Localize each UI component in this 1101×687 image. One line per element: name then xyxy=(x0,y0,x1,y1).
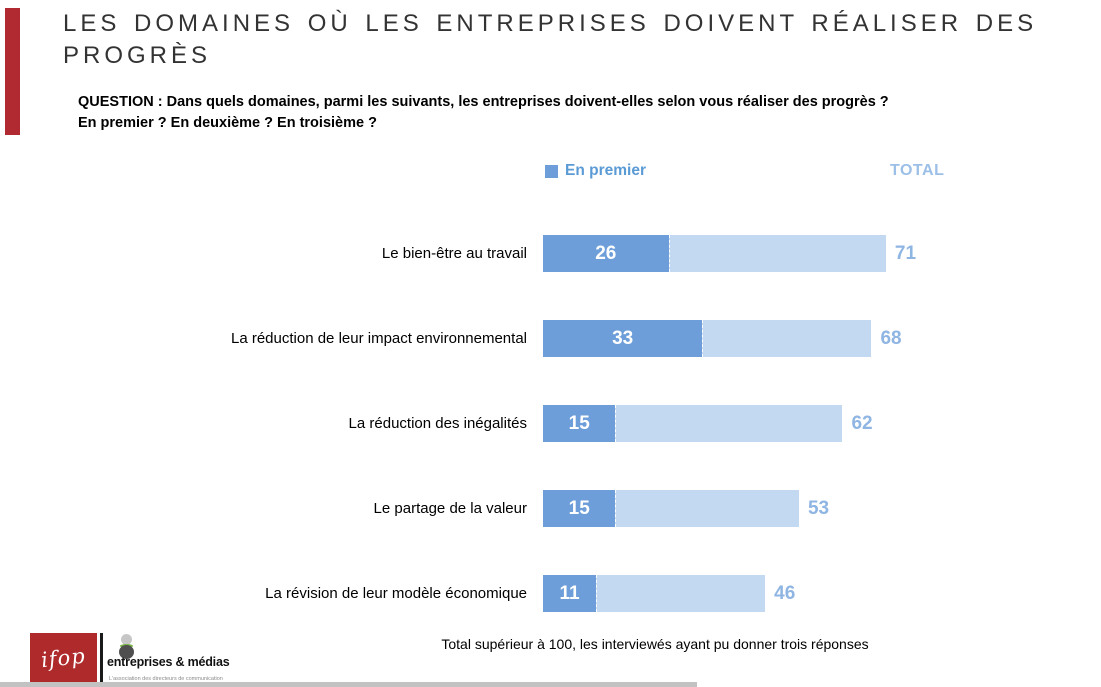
total-value-label: 71 xyxy=(894,243,917,264)
category-label: Le partage de la valeur xyxy=(373,500,527,517)
chart-row: La réduction des inégalités 15 62 xyxy=(0,405,1101,442)
chart-row: La révision de leur modèle économique 11 4… xyxy=(0,575,1101,612)
legend-item-en-premier: En premier xyxy=(545,162,646,180)
footnote: Total supérieur à 100, les interviewés a… xyxy=(441,636,869,652)
en-premier-value-label: 15 xyxy=(568,412,590,434)
legend-total-label: TOTAL xyxy=(890,162,945,179)
bar-segment-en-premier: 11 xyxy=(543,575,597,612)
chart-row: Le partage de la valeur 15 53 xyxy=(0,490,1101,527)
chart-legend: En premier TOTAL xyxy=(0,162,1101,182)
chart-row: Le bien-être au travail 26 71 xyxy=(0,235,1101,272)
en-premier-value-label: 33 xyxy=(612,327,634,349)
en-premier-value-label: 11 xyxy=(559,582,580,604)
page-title: LES DOMAINES OÙ LES ENTREPRISES DOIVENT … xyxy=(63,10,1038,70)
bar-segment-en-premier: 33 xyxy=(543,320,703,357)
category-label: La réduction de leur impact environnemen… xyxy=(230,330,527,347)
total-value-label: 68 xyxy=(880,328,902,349)
bar-segment-total-remainder xyxy=(702,320,872,357)
total-value-label: 62 xyxy=(851,413,873,434)
entreprises-medias-logo-text: entreprises & médias xyxy=(107,655,230,669)
ifop-logo-text: ifop xyxy=(40,643,87,673)
bar-segment-en-premier: 15 xyxy=(543,490,616,527)
entreprises-medias-tagline: L'association des directeurs de communic… xyxy=(109,676,223,682)
bar-segment-total-remainder xyxy=(596,575,766,612)
bar-segment-en-premier: 26 xyxy=(543,235,669,272)
logo-divider xyxy=(100,633,103,683)
bar-segment-total-remainder xyxy=(615,405,843,442)
bar-segment-total-remainder xyxy=(615,490,799,527)
total-value-label: 53 xyxy=(807,498,830,519)
question-text: QUESTION : Dans quels domaines, parmi le… xyxy=(78,94,889,131)
ifop-logo: ifop xyxy=(30,633,97,683)
red-accent-bar xyxy=(5,8,20,135)
bottom-gray-strip xyxy=(0,682,697,687)
entreprises-medias-icon xyxy=(121,634,132,645)
category-label: La réduction des inégalités xyxy=(348,415,527,432)
bar-segment-total-remainder xyxy=(668,235,886,272)
total-value-label: 46 xyxy=(774,583,796,604)
chart-row: La réduction de leur impact environnemen… xyxy=(0,320,1101,357)
en-premier-value-label: 15 xyxy=(568,497,590,519)
legend-en-premier-label: En premier xyxy=(565,162,646,179)
legend-square-icon xyxy=(545,164,558,178)
category-label: La révision de leur modèle économique xyxy=(265,585,527,602)
en-premier-value-label: 26 xyxy=(595,242,617,264)
bar-segment-en-premier: 15 xyxy=(543,405,616,442)
entreprises-medias-icon-body xyxy=(119,645,134,659)
category-label: Le bien-être au travail xyxy=(381,245,527,262)
